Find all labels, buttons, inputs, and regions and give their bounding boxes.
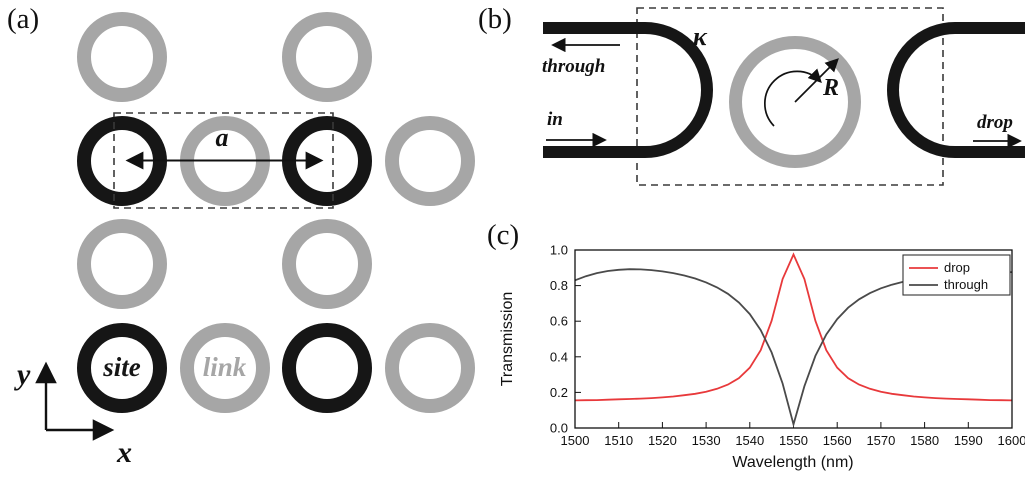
x-tick-label: 1530 bbox=[692, 433, 721, 448]
panel-b-tag: (b) bbox=[478, 3, 512, 35]
site-ring: site bbox=[77, 322, 167, 413]
curve-drop bbox=[574, 252, 1013, 402]
y-tick-label: 0.0 bbox=[550, 421, 568, 436]
through-label: through bbox=[542, 56, 605, 77]
link-ring bbox=[77, 219, 167, 309]
x-tick-label: 1540 bbox=[735, 433, 764, 448]
radius-label: R bbox=[822, 75, 839, 101]
ring-resonator bbox=[729, 36, 861, 168]
panel-a-tag: (a) bbox=[7, 3, 40, 35]
x-tick-label: 1510 bbox=[604, 433, 633, 448]
x-tick-label: 1550 bbox=[779, 433, 808, 448]
drop-waveguide bbox=[887, 22, 1025, 158]
link-ring bbox=[282, 12, 372, 102]
x-tick-label: 1590 bbox=[954, 433, 983, 448]
link-ring bbox=[282, 219, 372, 309]
link-label: link bbox=[202, 352, 247, 382]
site-ring bbox=[282, 115, 372, 206]
site-label: site bbox=[103, 352, 141, 382]
x-axis-title: Wavelength (nm) bbox=[732, 454, 853, 471]
circulation-arrow bbox=[764, 68, 822, 127]
x-tick-label: 1580 bbox=[910, 433, 939, 448]
in-label: in bbox=[547, 109, 563, 130]
resonator-panel: R κ through in drop bbox=[542, 7, 1025, 186]
link-ring bbox=[179, 115, 270, 206]
site-ring bbox=[77, 115, 167, 206]
panel-c-tag: (c) bbox=[487, 219, 520, 251]
link-ring: link bbox=[179, 322, 270, 413]
legend-label-through: through bbox=[944, 277, 988, 292]
y-tick-label: 1.0 bbox=[550, 243, 568, 258]
y-tick-label: 0.8 bbox=[550, 278, 568, 293]
transmission-plot: 1500 1510 1520 1530 1540 1550 1560 1570 1580 1590… bbox=[499, 243, 1025, 472]
plot-frame bbox=[574, 249, 1013, 429]
y-axis-title: Transmission bbox=[499, 292, 516, 387]
resonator-dashed-box bbox=[636, 7, 944, 186]
legend-label-drop: drop bbox=[944, 260, 970, 275]
input-waveguide bbox=[543, 22, 713, 158]
x-tick-label: 1560 bbox=[823, 433, 852, 448]
lattice-panel: site link bbox=[0, 0, 490, 480]
plot-legend: drop through bbox=[902, 254, 1011, 296]
link-ring bbox=[384, 115, 475, 206]
link-ring bbox=[384, 322, 475, 413]
x-tick-label: 1520 bbox=[648, 433, 677, 448]
kappa-label: κ bbox=[693, 22, 708, 51]
drop-label: drop bbox=[977, 112, 1013, 133]
legend-box bbox=[902, 254, 1011, 296]
y-tick-label: 0.4 bbox=[550, 349, 568, 364]
x-tick-label: 1500 bbox=[561, 433, 590, 448]
site-ring bbox=[282, 322, 372, 413]
x-tick-label: 1570 bbox=[866, 433, 895, 448]
y-tick-label: 0.2 bbox=[550, 385, 568, 400]
plot-dynamic-layer: 1500 1510 1520 1530 1540 1550 1560 1570 1580 1590… bbox=[550, 243, 1025, 449]
x-tick-label: 1600 bbox=[998, 433, 1025, 448]
link-ring bbox=[77, 12, 167, 102]
y-tick-label: 0.6 bbox=[550, 314, 568, 329]
radius-arrow bbox=[794, 58, 839, 103]
